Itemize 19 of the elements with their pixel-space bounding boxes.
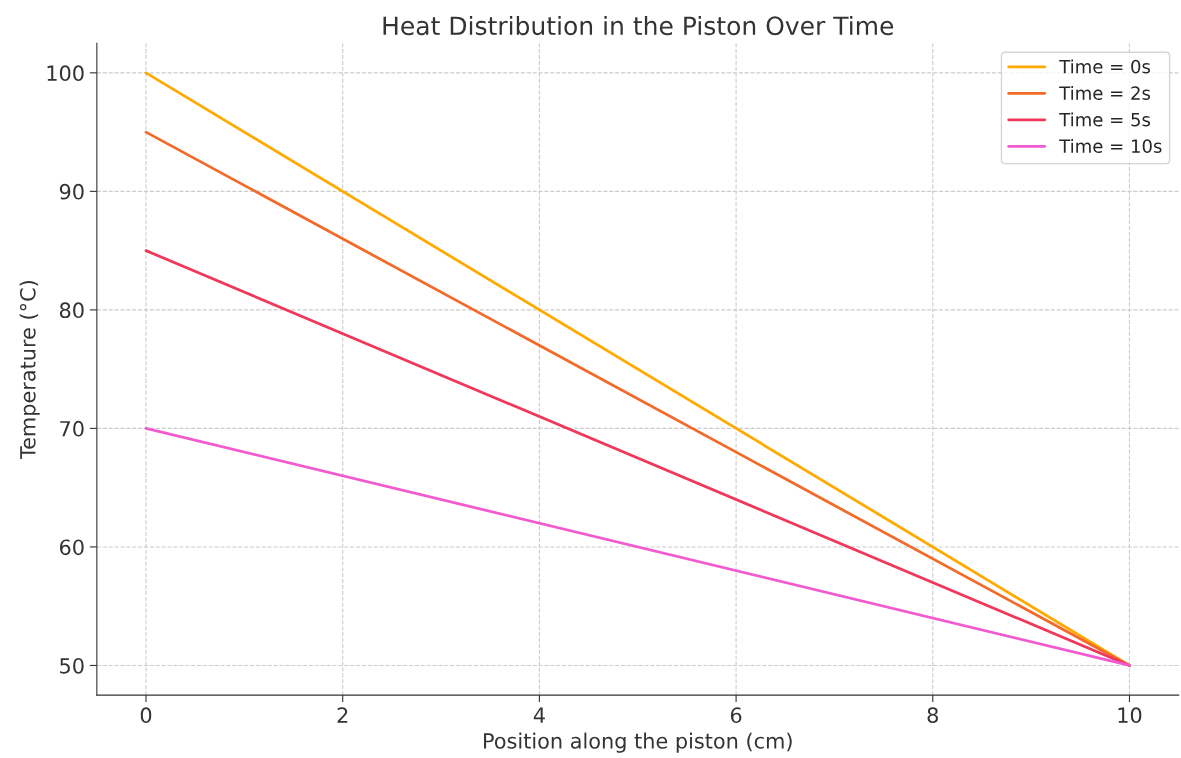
legend-label: Time = 10s bbox=[1059, 138, 1162, 153]
x-tick-label: 8 bbox=[927, 707, 938, 724]
x-tick-label: 4 bbox=[533, 707, 545, 723]
y-axis-title: Temperature (°C) bbox=[19, 281, 40, 460]
x-axis-title: Position along the piston (cm) bbox=[484, 732, 792, 753]
x-tick-label: 0 bbox=[140, 707, 152, 724]
legend-label: Time = 5s bbox=[1059, 112, 1151, 127]
y-tick-label: 80 bbox=[59, 302, 84, 319]
y-tick-label: 70 bbox=[60, 420, 84, 437]
x-tick-label: 2 bbox=[337, 707, 348, 723]
legend-label: Time = 0s bbox=[1059, 59, 1151, 74]
y-tick-label: 50 bbox=[60, 657, 84, 674]
y-tick-label: 60 bbox=[59, 539, 84, 556]
y-tick-label: 90 bbox=[59, 183, 84, 200]
chart-title: Heat Distribution in the Piston Over Time bbox=[383, 15, 894, 36]
y-tick-label: 100 bbox=[47, 65, 84, 82]
x-tick-label: 6 bbox=[730, 707, 742, 724]
legend-label: Time = 2s bbox=[1059, 85, 1151, 100]
x-tick-label: 10 bbox=[1118, 707, 1142, 724]
